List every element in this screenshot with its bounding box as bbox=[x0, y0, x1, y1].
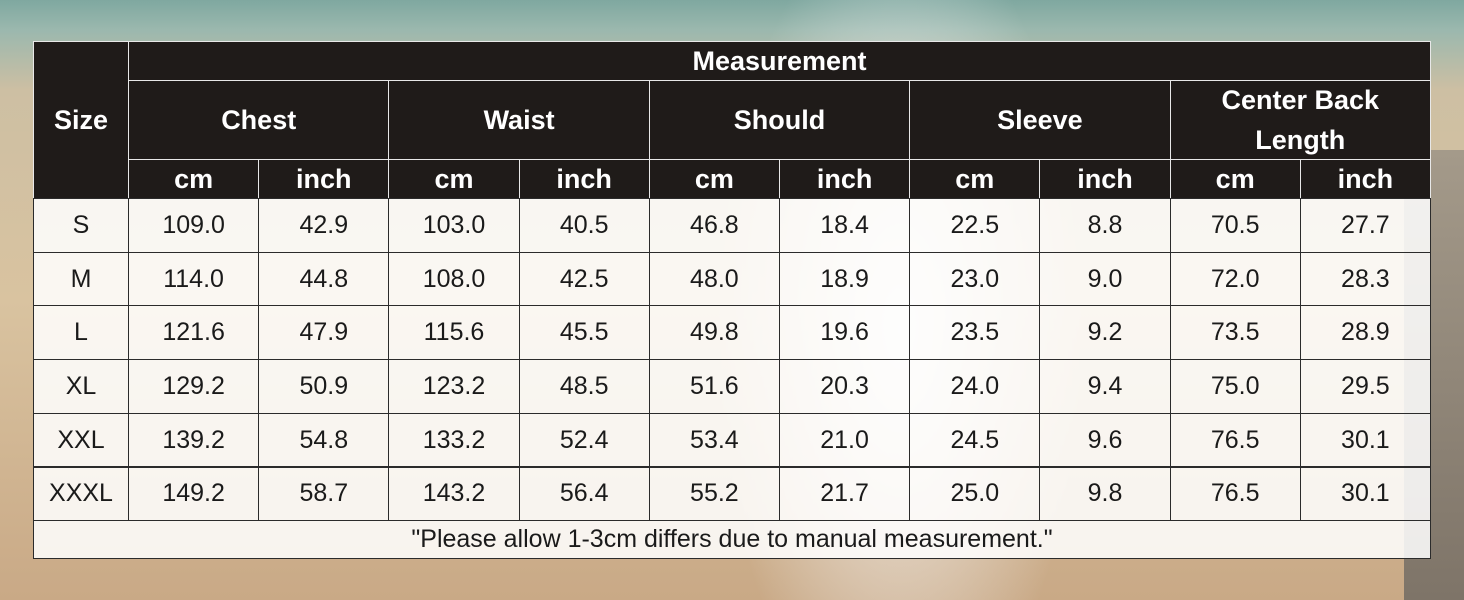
value-cell: 55.2 bbox=[648, 466, 780, 522]
size-cell: XXXL bbox=[33, 466, 129, 522]
value-cell: 42.9 bbox=[258, 198, 390, 253]
value-cell: 28.3 bbox=[1299, 251, 1431, 307]
value-cell: 76.5 bbox=[1169, 412, 1301, 468]
value-cell: 114.0 bbox=[128, 251, 260, 307]
value-cell: 24.5 bbox=[909, 412, 1041, 468]
value-cell: 72.0 bbox=[1169, 251, 1301, 307]
value-cell: 129.2 bbox=[128, 359, 260, 414]
value-cell: 24.0 bbox=[909, 359, 1041, 414]
value-cell: 22.5 bbox=[909, 198, 1041, 253]
unit-header: inch bbox=[518, 159, 650, 199]
value-cell: 56.4 bbox=[518, 466, 650, 522]
value-cell: 9.4 bbox=[1039, 359, 1171, 414]
value-cell: 46.8 bbox=[648, 198, 780, 253]
value-cell: 9.8 bbox=[1039, 466, 1171, 522]
value-cell: 9.6 bbox=[1039, 412, 1171, 468]
value-cell: 9.0 bbox=[1039, 251, 1171, 307]
value-cell: 51.6 bbox=[648, 359, 780, 414]
unit-header: inch bbox=[258, 159, 390, 199]
value-cell: 73.5 bbox=[1169, 305, 1301, 361]
value-cell: 40.5 bbox=[518, 198, 650, 253]
value-cell: 30.1 bbox=[1299, 466, 1431, 522]
value-cell: 109.0 bbox=[128, 198, 260, 253]
value-cell: 50.9 bbox=[258, 359, 390, 414]
value-cell: 23.0 bbox=[909, 251, 1041, 307]
value-cell: 30.1 bbox=[1299, 412, 1431, 468]
unit-header: inch bbox=[1299, 159, 1431, 199]
value-cell: 27.7 bbox=[1299, 198, 1431, 253]
size-cell: XXL bbox=[33, 412, 129, 468]
value-cell: 21.7 bbox=[779, 466, 911, 522]
value-cell: 76.5 bbox=[1169, 466, 1301, 522]
value-cell: 18.9 bbox=[779, 251, 911, 307]
size-cell: XL bbox=[33, 359, 129, 414]
value-cell: 121.6 bbox=[128, 305, 260, 361]
size-cell: M bbox=[33, 251, 129, 307]
value-cell: 20.3 bbox=[779, 359, 911, 414]
size-header: Size bbox=[33, 41, 129, 199]
value-cell: 45.5 bbox=[518, 305, 650, 361]
group-header: Sleeve bbox=[909, 80, 1171, 160]
value-cell: 103.0 bbox=[388, 198, 520, 253]
value-cell: 21.0 bbox=[779, 412, 911, 468]
value-cell: 53.4 bbox=[648, 412, 780, 468]
unit-header: cm bbox=[909, 159, 1041, 199]
value-cell: 75.0 bbox=[1169, 359, 1301, 414]
value-cell: 18.4 bbox=[779, 198, 911, 253]
value-cell: 29.5 bbox=[1299, 359, 1431, 414]
unit-header: inch bbox=[1039, 159, 1171, 199]
size-cell: L bbox=[33, 305, 129, 361]
value-cell: 48.5 bbox=[518, 359, 650, 414]
value-cell: 23.5 bbox=[909, 305, 1041, 361]
size-cell: S bbox=[33, 198, 129, 253]
value-cell: 52.4 bbox=[518, 412, 650, 468]
value-cell: 70.5 bbox=[1169, 198, 1301, 253]
value-cell: 108.0 bbox=[388, 251, 520, 307]
group-header: Should bbox=[648, 80, 911, 160]
value-cell: 115.6 bbox=[388, 305, 520, 361]
group-header: Chest bbox=[128, 80, 390, 160]
value-cell: 42.5 bbox=[518, 251, 650, 307]
group-header: Waist bbox=[388, 80, 650, 160]
value-cell: 44.8 bbox=[258, 251, 390, 307]
value-cell: 8.8 bbox=[1039, 198, 1171, 253]
unit-header: cm bbox=[388, 159, 520, 199]
unit-header: cm bbox=[1169, 159, 1301, 199]
value-cell: 58.7 bbox=[258, 466, 390, 522]
value-cell: 123.2 bbox=[388, 359, 520, 414]
value-cell: 9.2 bbox=[1039, 305, 1171, 361]
value-cell: 143.2 bbox=[388, 466, 520, 522]
value-cell: 133.2 bbox=[388, 412, 520, 468]
unit-header: inch bbox=[779, 159, 911, 199]
value-cell: 19.6 bbox=[779, 305, 911, 361]
unit-header: cm bbox=[128, 159, 260, 199]
group-header: Center Back Length bbox=[1169, 80, 1431, 160]
value-cell: 49.8 bbox=[648, 305, 780, 361]
title-header: Measurement bbox=[128, 41, 1431, 81]
value-cell: 28.9 bbox=[1299, 305, 1431, 361]
value-cell: 48.0 bbox=[648, 251, 780, 307]
value-cell: 25.0 bbox=[909, 466, 1041, 522]
note: "Please allow 1-3cm differs due to manua… bbox=[33, 520, 1431, 559]
value-cell: 149.2 bbox=[128, 466, 260, 522]
value-cell: 47.9 bbox=[258, 305, 390, 361]
value-cell: 54.8 bbox=[258, 412, 390, 468]
value-cell: 139.2 bbox=[128, 412, 260, 468]
unit-header: cm bbox=[648, 159, 780, 199]
